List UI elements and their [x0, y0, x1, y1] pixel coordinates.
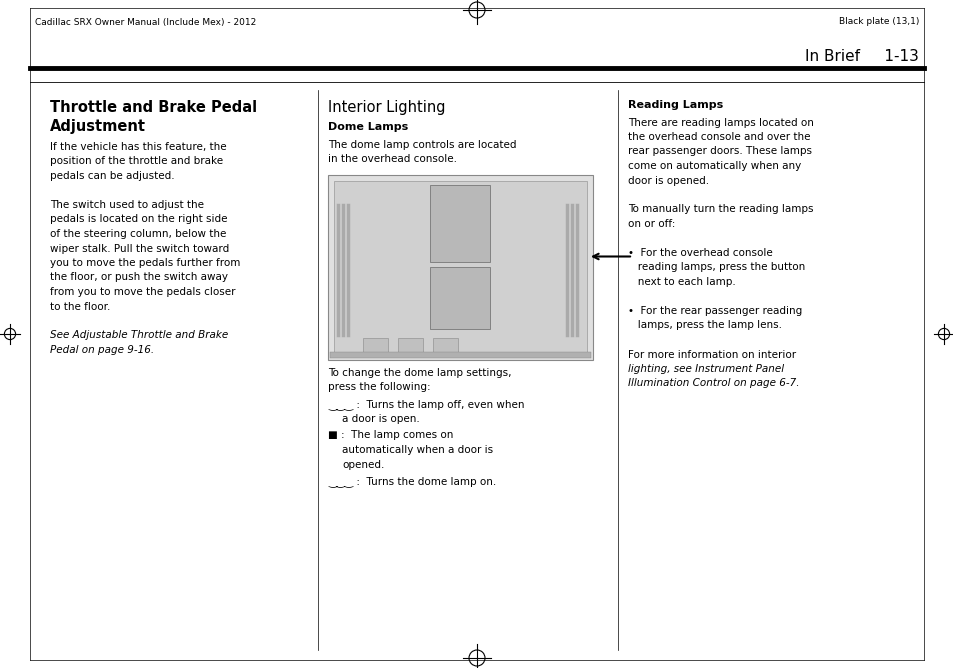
Text: If the vehicle has this feature, the: If the vehicle has this feature, the: [50, 142, 227, 152]
Text: ‿‿‿ :  Turns the dome lamp on.: ‿‿‿ : Turns the dome lamp on.: [328, 476, 496, 487]
Text: ‿‿‿ :  Turns the lamp off, even when: ‿‿‿ : Turns the lamp off, even when: [328, 399, 524, 410]
Text: come on automatically when any: come on automatically when any: [627, 161, 801, 171]
Text: next to each lamp.: next to each lamp.: [627, 277, 735, 287]
Text: •  For the rear passenger reading: • For the rear passenger reading: [627, 306, 801, 316]
Text: For more information on interior: For more information on interior: [627, 349, 796, 359]
Text: The switch used to adjust the: The switch used to adjust the: [50, 200, 204, 210]
Text: Cadillac SRX Owner Manual (Include Mex) - 2012: Cadillac SRX Owner Manual (Include Mex) …: [35, 17, 256, 27]
Text: the floor, or push the switch away: the floor, or push the switch away: [50, 273, 228, 283]
Text: Throttle and Brake Pedal: Throttle and Brake Pedal: [50, 100, 257, 115]
Text: pedals can be adjusted.: pedals can be adjusted.: [50, 171, 174, 181]
Text: •  For the overhead console: • For the overhead console: [627, 248, 772, 258]
Text: a door is open.: a door is open.: [341, 414, 419, 424]
Bar: [433, 337, 457, 351]
Bar: [430, 184, 490, 261]
Text: lighting, see Instrument Panel: lighting, see Instrument Panel: [627, 364, 783, 374]
Text: reading lamps, press the button: reading lamps, press the button: [627, 263, 804, 273]
Text: automatically when a door is: automatically when a door is: [341, 445, 493, 455]
Text: opened.: opened.: [341, 460, 384, 470]
Bar: [328, 174, 593, 359]
Text: Black plate (13,1): Black plate (13,1): [838, 17, 918, 27]
Text: To manually turn the reading lamps: To manually turn the reading lamps: [627, 204, 813, 214]
Text: from you to move the pedals closer: from you to move the pedals closer: [50, 287, 235, 297]
Text: ■ :  The lamp comes on: ■ : The lamp comes on: [328, 430, 453, 440]
Text: There are reading lamps located on: There are reading lamps located on: [627, 118, 813, 128]
Text: Dome Lamps: Dome Lamps: [328, 122, 408, 132]
Text: wiper stalk. Pull the switch toward: wiper stalk. Pull the switch toward: [50, 244, 229, 253]
Text: pedals is located on the right side: pedals is located on the right side: [50, 214, 227, 224]
Text: In Brief     1-13: In Brief 1-13: [804, 49, 918, 64]
Bar: [334, 180, 586, 353]
Bar: [430, 267, 490, 329]
Text: Reading Lamps: Reading Lamps: [627, 100, 722, 110]
Text: Adjustment: Adjustment: [50, 119, 146, 134]
Text: position of the throttle and brake: position of the throttle and brake: [50, 156, 223, 166]
Text: Pedal on page 9-16.: Pedal on page 9-16.: [50, 345, 154, 355]
Bar: [330, 351, 590, 357]
Text: lamps, press the lamp lens.: lamps, press the lamp lens.: [627, 321, 781, 331]
Text: to the floor.: to the floor.: [50, 301, 111, 311]
Bar: [397, 337, 422, 351]
Text: To change the dome lamp settings,: To change the dome lamp settings,: [328, 367, 511, 377]
Text: you to move the pedals further from: you to move the pedals further from: [50, 258, 240, 268]
Text: Interior Lighting: Interior Lighting: [328, 100, 445, 115]
Text: The dome lamp controls are located: The dome lamp controls are located: [328, 140, 516, 150]
Text: the overhead console and over the: the overhead console and over the: [627, 132, 810, 142]
Text: press the following:: press the following:: [328, 382, 430, 392]
Text: See Adjustable Throttle and Brake: See Adjustable Throttle and Brake: [50, 331, 228, 341]
Bar: [363, 337, 388, 351]
Text: of the steering column, below the: of the steering column, below the: [50, 229, 226, 239]
Text: on or off:: on or off:: [627, 219, 675, 229]
Text: rear passenger doors. These lamps: rear passenger doors. These lamps: [627, 146, 811, 156]
Text: Illumination Control on page 6-7.: Illumination Control on page 6-7.: [627, 379, 799, 389]
Text: in the overhead console.: in the overhead console.: [328, 154, 456, 164]
Text: door is opened.: door is opened.: [627, 176, 708, 186]
